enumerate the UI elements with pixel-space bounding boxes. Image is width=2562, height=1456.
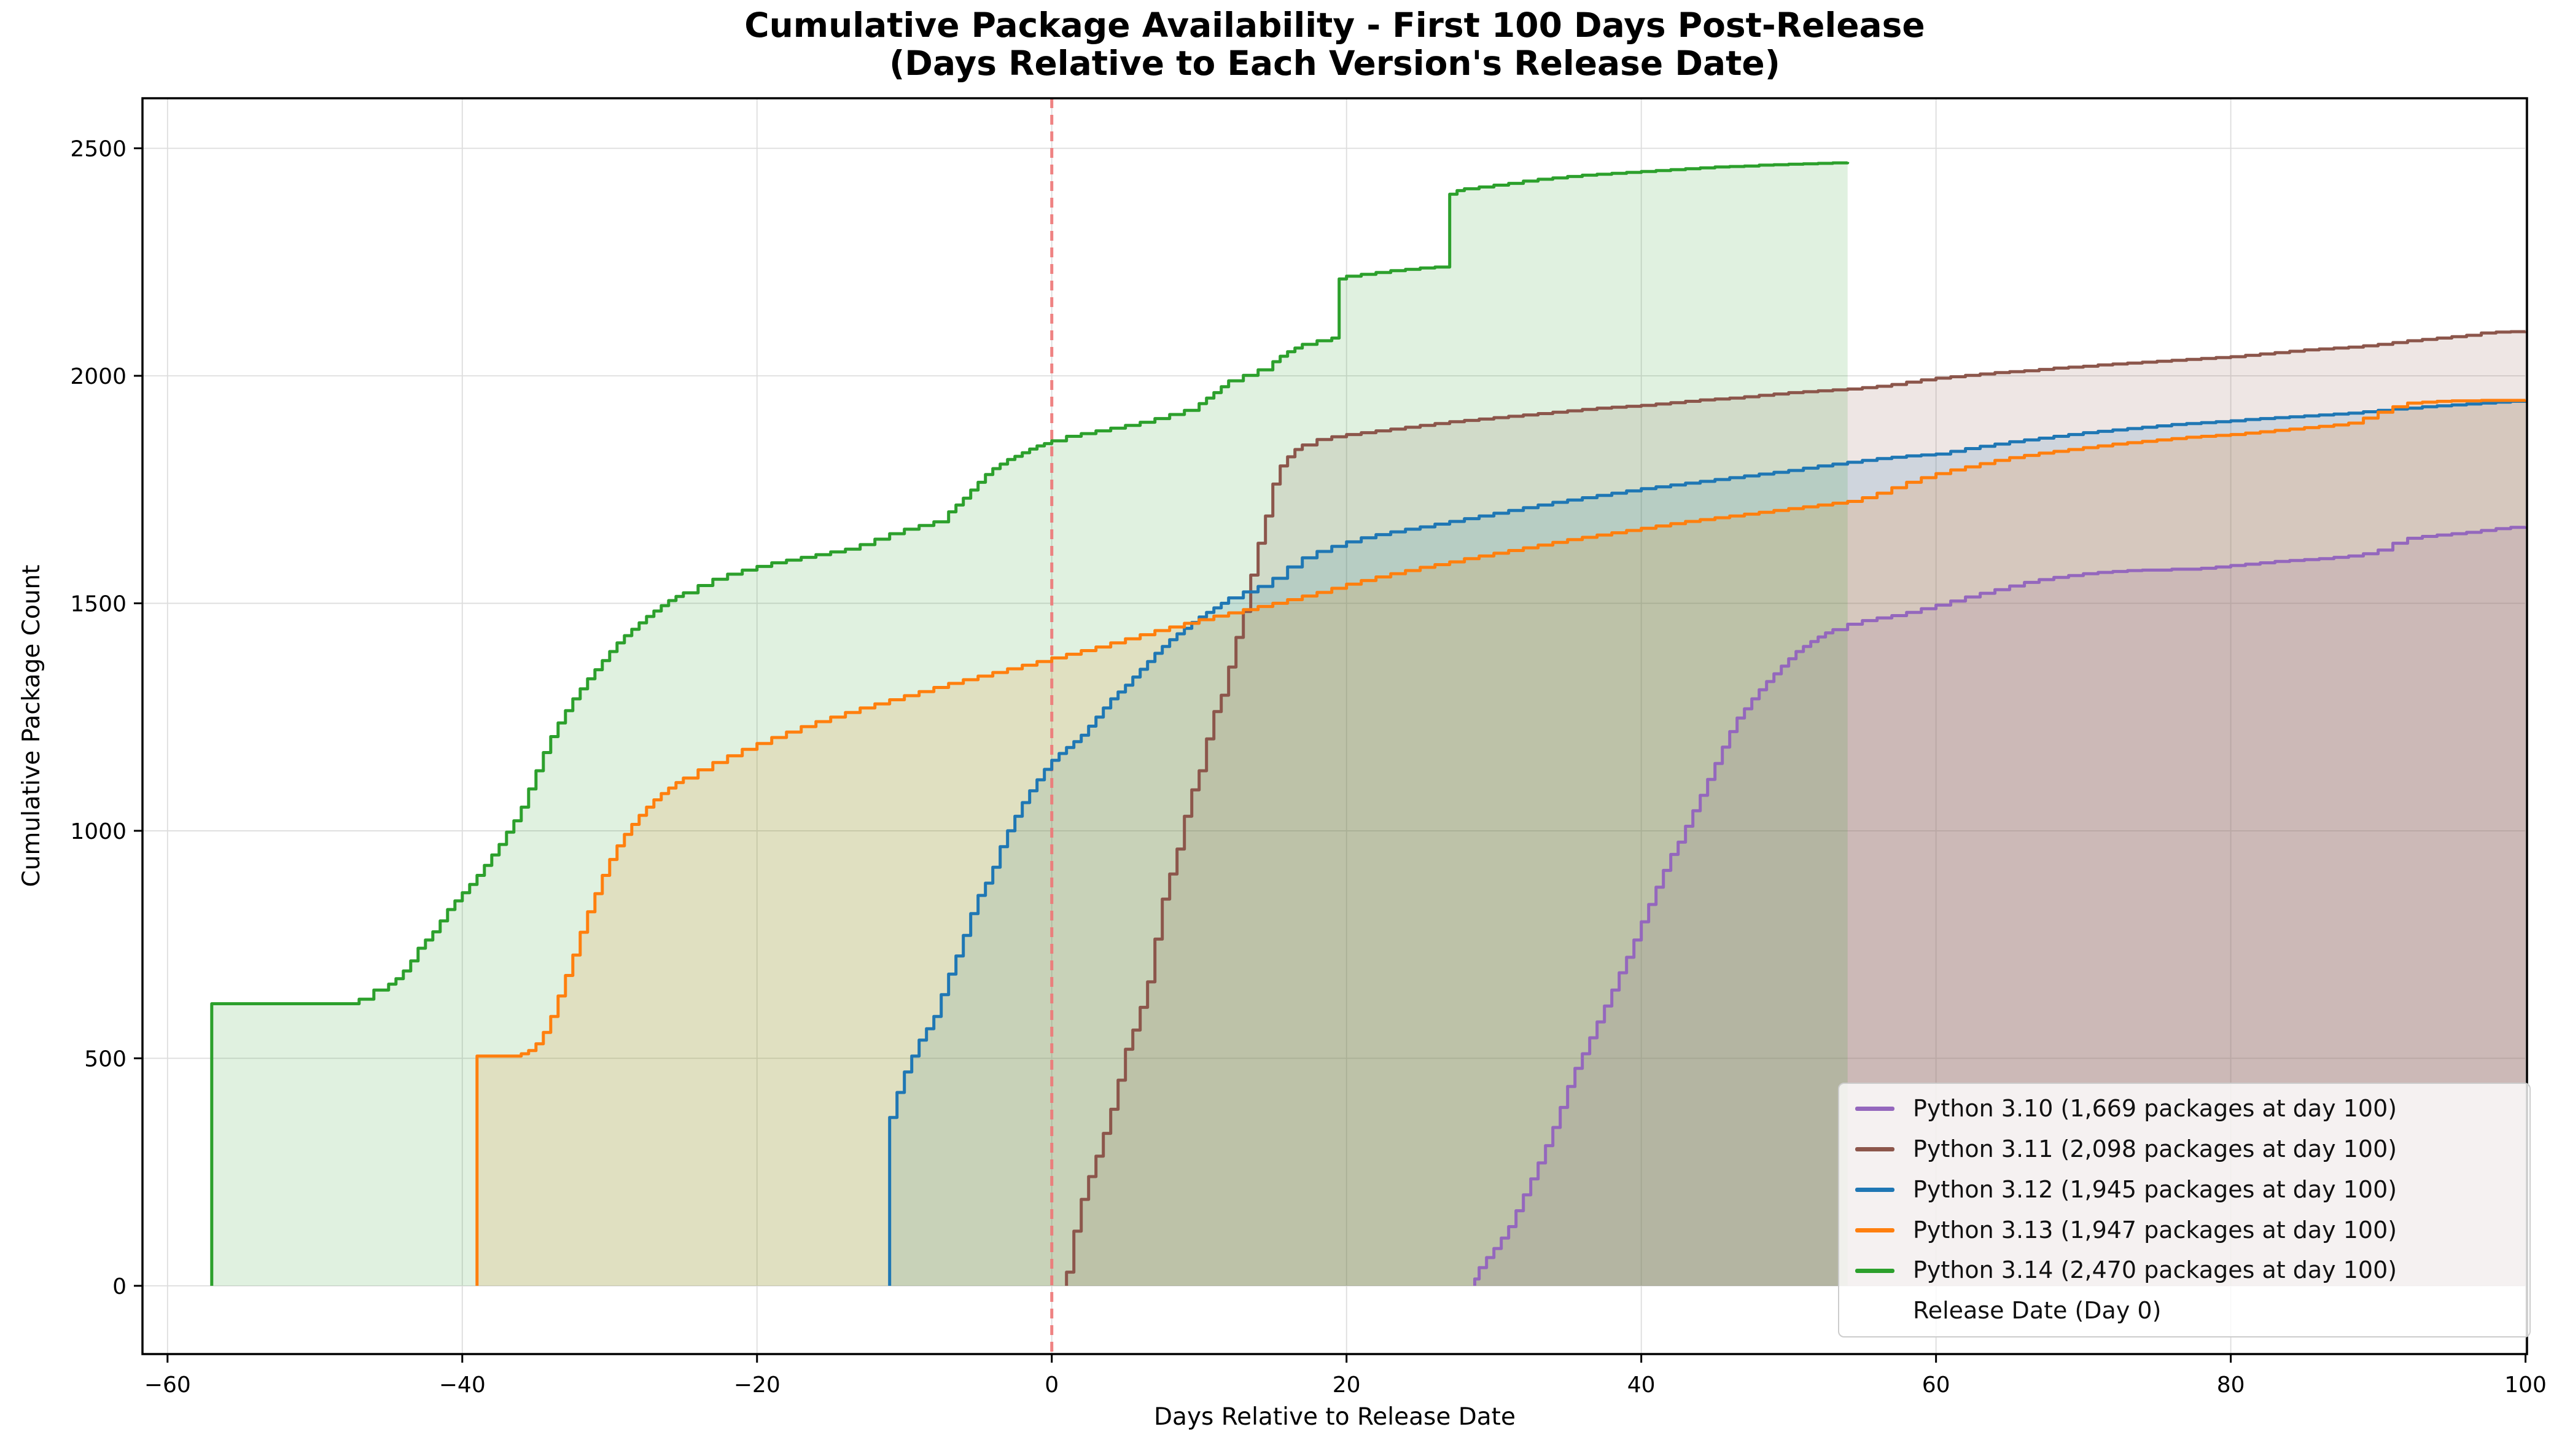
y-axis-label: Cumulative Package Count xyxy=(18,564,45,887)
series-line-python-3-14 xyxy=(210,161,1850,1286)
x-tick-label: 60 xyxy=(1922,1372,1950,1398)
legend-label-python-3-11: Python 3.11 (2,098 packages at day 100) xyxy=(1913,1135,2397,1162)
x-tick-label: −60 xyxy=(144,1372,191,1398)
x-tick-label: 40 xyxy=(1627,1372,1656,1398)
series-lines xyxy=(210,161,2528,1286)
legend-label-python-3-14: Python 3.14 (2,470 packages at day 100) xyxy=(1913,1256,2397,1284)
y-tick-label: 1000 xyxy=(70,819,127,844)
series-fill-python-3-13 xyxy=(477,400,2526,1286)
y-tick-label: 1500 xyxy=(70,591,127,617)
legend-swatch-python-3-13 xyxy=(1855,1228,1894,1232)
series-line-python-3-10 xyxy=(1473,526,2528,1286)
legend-label-python-3-12: Python 3.12 (1,945 packages at day 100) xyxy=(1913,1175,2397,1203)
y-tick-label: 0 xyxy=(112,1274,127,1299)
y-tick-label: 2500 xyxy=(70,137,127,162)
legend-label-python-3-10: Python 3.10 (1,669 packages at day 100) xyxy=(1913,1095,2397,1123)
legend-label-python-3-13: Python 3.13 (1,947 packages at day 100) xyxy=(1913,1216,2397,1244)
axes-frame xyxy=(141,97,2528,1355)
chart-title-line2: (Days Relative to Each Version's Release… xyxy=(889,44,1780,83)
legend-item-python-3-12: Python 3.12 (1,945 packages at day 100) xyxy=(1855,1177,2523,1203)
legend-item-python-3-10: Python 3.10 (1,669 packages at day 100) xyxy=(1855,1096,2523,1122)
x-tick-label: 0 xyxy=(1045,1372,1059,1398)
legend-item-python-3-13: Python 3.13 (1,947 packages at day 100) xyxy=(1855,1216,2523,1244)
y-tick-label: 2000 xyxy=(70,364,127,389)
series-fill-python-3-12 xyxy=(889,400,2526,1286)
series-line-python-3-13 xyxy=(475,399,2528,1286)
y-tick-label: 500 xyxy=(84,1046,127,1072)
x-tick-label: 20 xyxy=(1333,1372,1361,1398)
legend-item-python-3-11: Python 3.11 (2,098 packages at day 100) xyxy=(1855,1135,2523,1162)
x-tick-label: 80 xyxy=(2217,1372,2245,1398)
legend-swatch-python-3-10 xyxy=(1855,1107,1894,1111)
x-tick-label: −40 xyxy=(439,1372,486,1398)
legend-item-python-3-14: Python 3.14 (2,470 packages at day 100) xyxy=(1855,1258,2523,1283)
x-axis-label: Days Relative to Release Date xyxy=(1154,1403,1516,1431)
legend-swatch-release-date xyxy=(1855,1309,1894,1314)
axis-ticks xyxy=(134,147,2527,1363)
tick-labels: −60 −40 −20 0 20 40 60 80 1000500100015002000250… xyxy=(70,137,2547,1398)
legend-swatch-python-3-11 xyxy=(1855,1147,1894,1152)
legend-swatch-python-3-12 xyxy=(1855,1188,1894,1193)
series-line-python-3-12 xyxy=(888,400,2528,1286)
x-tick-label: −20 xyxy=(734,1372,781,1398)
legend-swatch-python-3-14 xyxy=(1855,1268,1894,1273)
legend: Python 3.10 (1,669 packages at day 100) P… xyxy=(1838,1083,2531,1337)
legend-item-release-date: Release Date (Day 0) xyxy=(1855,1298,2523,1324)
series-line-python-3-11 xyxy=(1065,330,2528,1286)
chart-title-line1: Cumulative Package Availability - First … xyxy=(744,6,1925,45)
x-tick-label: 100 xyxy=(2504,1372,2547,1398)
legend-label-release-date: Release Date (Day 0) xyxy=(1913,1297,2162,1325)
series-fill-python-3-14 xyxy=(211,162,1848,1286)
